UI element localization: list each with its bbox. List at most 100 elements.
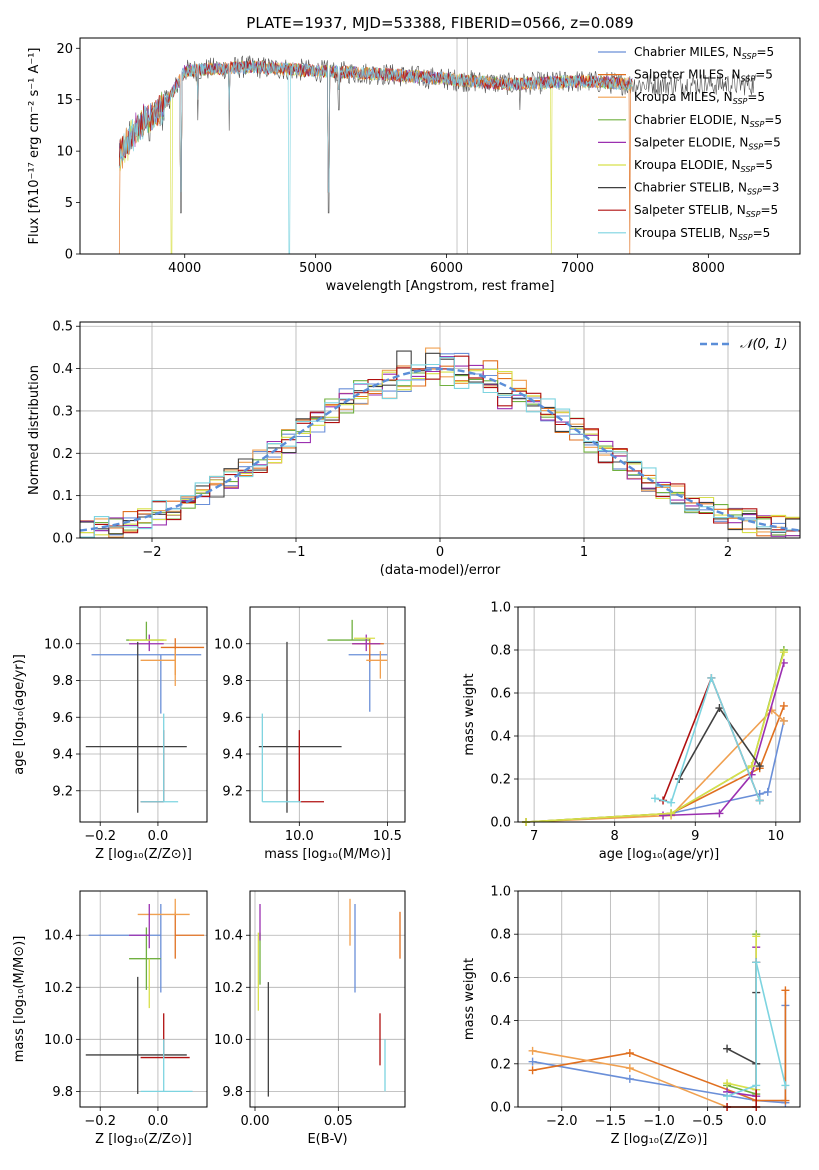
legend-label-suffix: =5 xyxy=(755,68,773,82)
x-tick-label: 10 xyxy=(768,829,785,844)
spectrum-line-salpeter_stelib xyxy=(118,60,633,193)
y-tick-label: 10.0 xyxy=(44,637,73,652)
axes-frame xyxy=(79,890,208,1108)
x-tick-label: 0.0 xyxy=(746,1114,767,1129)
series-marker-salpeter_miles xyxy=(781,986,790,995)
y-tick-label: 10.0 xyxy=(44,1033,73,1048)
y-tick-label: 0.4 xyxy=(490,1014,511,1029)
x-tick-label: 0.00 xyxy=(241,1114,270,1129)
y-tick-label: 0.6 xyxy=(490,687,511,702)
y-tick-label: 9.6 xyxy=(222,711,243,726)
series-marker-kroupa_miles xyxy=(528,1046,537,1055)
x-axis-label: Z [log₁₀(Z/Z⊙)] xyxy=(95,1132,192,1147)
legend-label-suffix: =5 xyxy=(753,226,771,240)
x-tick-label: 10.0 xyxy=(285,829,314,844)
axes-frame xyxy=(79,37,801,255)
y-axis-label: mass weight xyxy=(462,958,477,1040)
legend-label-sub: SSP xyxy=(746,210,761,219)
series-marker-kroupa_elodie xyxy=(752,932,761,941)
y-tick-label: 0.5 xyxy=(52,320,73,335)
spectrum-line-kroupa_stelib xyxy=(118,60,633,255)
y-tick-label: 9.8 xyxy=(52,1085,73,1100)
x-axis-label: (data-model)/error xyxy=(380,563,501,578)
axes-frame xyxy=(249,890,406,1108)
series-marker-chabrier_stelib xyxy=(723,1044,732,1053)
legend-label-text: Kroupa ELODIE, N xyxy=(634,158,741,172)
x-axis-label: Z [log₁₀(Z/Z⊙)] xyxy=(611,1132,708,1147)
x-tick-label: 1 xyxy=(580,545,588,560)
series-marker-kroupa_stelib xyxy=(650,794,659,803)
series-marker-kroupa_elodie xyxy=(667,809,676,818)
legend-label: 𝒩(0, 1) xyxy=(740,337,787,352)
legend-label-suffix: =5 xyxy=(760,203,778,217)
histogram-chabrier_stelib xyxy=(80,350,800,535)
histogram-kroupa_stelib xyxy=(80,356,800,538)
series-marker-kroupa_stelib xyxy=(752,1081,761,1090)
y-tick-label: 0.0 xyxy=(490,1101,511,1116)
x-tick-label: 0.0 xyxy=(148,1114,169,1129)
legend-label-sub: SSP xyxy=(742,52,757,61)
y-tick-label: 9.4 xyxy=(222,748,243,763)
series-marker-kroupa_miles xyxy=(625,1064,634,1073)
series-marker-chabrier_stelib xyxy=(755,762,764,771)
legend-label: Chabrier ELODIE, NSSP=5 xyxy=(634,113,782,129)
series-marker-kroupa_elodie xyxy=(723,1079,732,1088)
y-tick-label: 10.2 xyxy=(44,981,73,996)
series-marker-salpeter_elodie xyxy=(659,811,668,820)
y-tick-label: 10.2 xyxy=(214,981,243,996)
y-tick-label: 9.2 xyxy=(222,784,243,799)
y-tick-label: 9.6 xyxy=(52,711,73,726)
series-line-chabrier_miles xyxy=(670,720,785,815)
x-tick-label: 6000 xyxy=(430,261,463,276)
y-tick-label: 0.2 xyxy=(490,773,511,788)
y-tick-label: 5 xyxy=(65,196,73,211)
age_vs_Z-panel: −0.2 0.0 9.2 9.4 9.6 9.8 10.0 Z [log₁₀(Z/Z⊙)] ag… xyxy=(12,606,208,862)
y-tick-label: 10.0 xyxy=(214,1033,243,1048)
y-tick-label: 0.4 xyxy=(490,730,511,745)
legend-label-sub: SSP xyxy=(733,97,748,106)
series-line-kroupa_elodie xyxy=(526,651,785,823)
y-tick-label: 0.0 xyxy=(52,532,73,547)
legend-label-text: Chabrier STELIB, N xyxy=(634,181,747,195)
x-axis-label: E(B-V) xyxy=(307,1132,347,1147)
legend-label-sub: SSP xyxy=(750,120,765,129)
y-tick-label: 0.3 xyxy=(52,404,73,419)
legend-label-sub: SSP xyxy=(741,75,756,84)
series-marker-chabrier_stelib xyxy=(715,704,724,713)
series-marker-kroupa_stelib xyxy=(707,673,716,682)
legend-label: Salpeter ELODIE, NSSP=5 xyxy=(634,135,781,151)
x-axis-label: wavelength [Angstrom, rest frame] xyxy=(326,279,555,294)
legend-label-suffix: =5 xyxy=(755,158,773,172)
histogram-chabrier_elodie xyxy=(80,372,800,537)
legend-label-suffix: =5 xyxy=(756,45,774,59)
series-marker-salpeter_elodie xyxy=(715,809,724,818)
x-tick-label: −0.2 xyxy=(84,829,116,844)
y-tick-label: 1.0 xyxy=(490,885,511,900)
y-tick-label: 15 xyxy=(56,93,73,108)
x-tick-label: 8 xyxy=(611,829,619,844)
y-axis-label: age [log₁₀(age/yr)] xyxy=(12,654,27,775)
x-axis-label: age [log₁₀(age/yr)] xyxy=(599,847,720,862)
y-tick-label: 9.8 xyxy=(222,674,243,689)
series-marker-chabrier_miles xyxy=(625,1074,634,1083)
x-tick-label: 7000 xyxy=(561,261,594,276)
y-tick-label: 0.4 xyxy=(52,362,73,377)
x-tick-label: −0.5 xyxy=(692,1114,724,1129)
x-tick-label: −1 xyxy=(286,545,305,560)
legend-label: Chabrier MILES, NSSP=5 xyxy=(634,45,774,61)
legend-label: Kroupa ELODIE, NSSP=5 xyxy=(634,158,773,174)
legend-label-text: Salpeter STELIB, N xyxy=(634,203,746,217)
series-line-salpeter_elodie xyxy=(662,662,785,817)
y-tick-label: 20 xyxy=(56,42,73,57)
legend-label-text: Salpeter ELODIE, N xyxy=(634,135,748,149)
x-tick-label: 10.5 xyxy=(373,829,402,844)
series-marker-kroupa_elodie xyxy=(779,648,788,657)
mass_weight_vs_Z-panel: −2.0 −1.5 −1.0 −0.5 0.0 0.0 0.2 0.4 0.6 0.8 1.0 Z [… xyxy=(462,885,801,1147)
axes-frame xyxy=(517,890,801,1108)
x-tick-label: 4000 xyxy=(168,261,201,276)
series-marker-kroupa_stelib xyxy=(781,1081,790,1090)
series-line-kroupa_stelib xyxy=(726,962,787,1097)
y-tick-label: 10.4 xyxy=(214,929,243,944)
